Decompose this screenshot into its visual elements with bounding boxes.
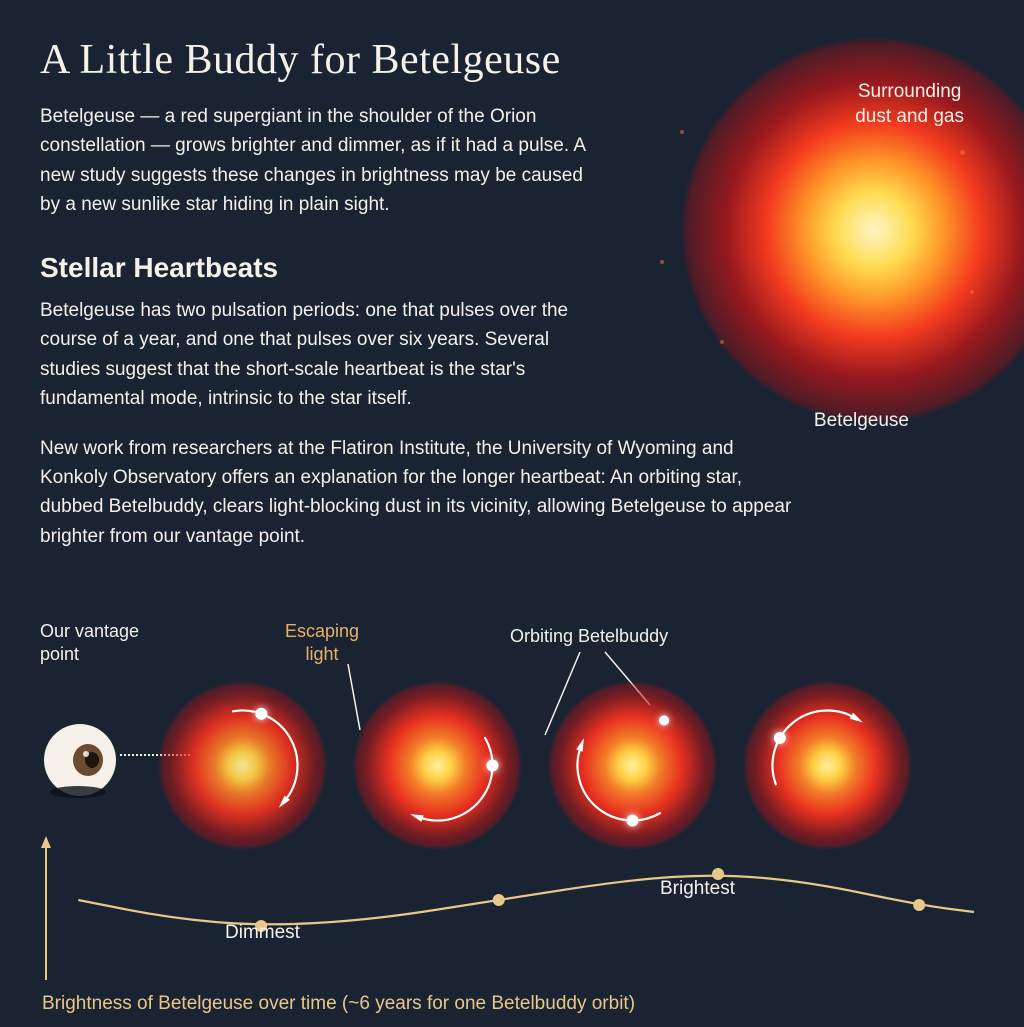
orbit-stage-4 (745, 683, 910, 848)
eye-icon (40, 720, 130, 810)
section-subtitle: Stellar Heartbeats (40, 252, 984, 284)
dimmest-label: Dimmest (225, 922, 300, 944)
orbit-diagram: Our vantagepoint Escapinglight Orbiting … (40, 620, 984, 850)
paragraph-1: Betelgeuse has two pulsation periods: on… (40, 296, 600, 414)
brightness-chart: Dimmest Brightest (40, 830, 984, 990)
intro-paragraph: Betelgeuse — a red supergiant in the sho… (40, 102, 600, 220)
betelgeuse-illustration (684, 40, 1024, 420)
orbit-stage-1 (160, 683, 325, 848)
orbit-stage-2 (355, 683, 520, 848)
page-title: A Little Buddy for Betelgeuse (40, 36, 984, 84)
dust-label: Surroundingdust and gas (855, 80, 964, 129)
orbit-stage-3 (550, 683, 715, 848)
paragraph-2: New work from researchers at the Flatiro… (40, 434, 800, 552)
brightest-label: Brightest (660, 878, 735, 900)
star-name-label: Betelgeuse (814, 410, 909, 432)
chart-caption: Brightness of Betelgeuse over time (~6 y… (42, 993, 635, 1015)
